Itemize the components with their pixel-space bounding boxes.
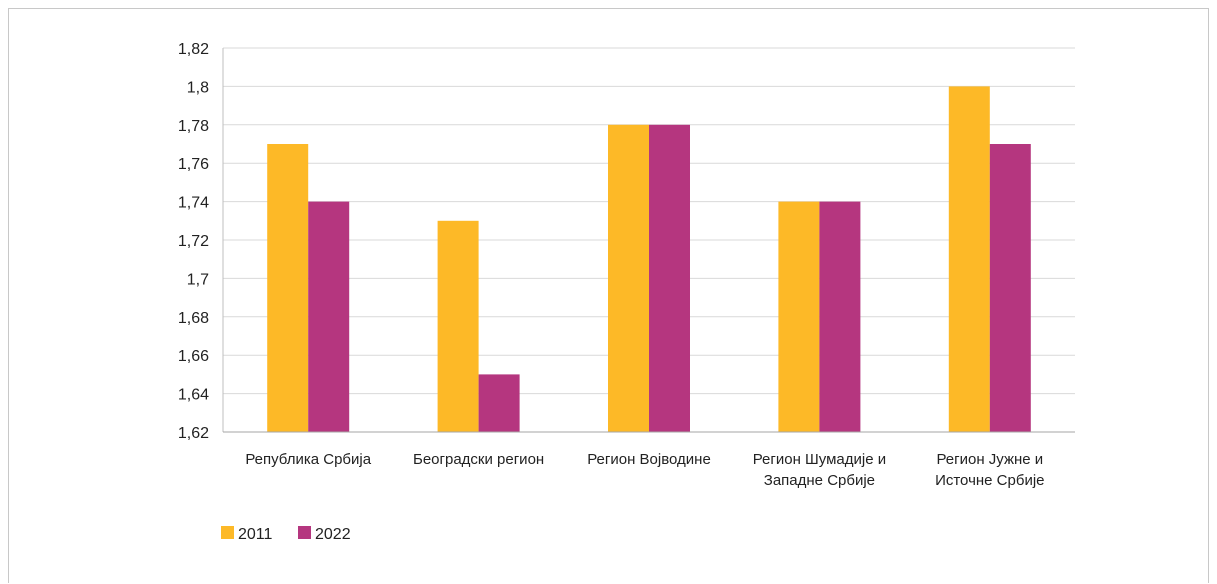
bar-2011-3 (608, 125, 649, 432)
x-category-label: Република Србија (245, 451, 371, 468)
bar-2022-1 (308, 202, 349, 432)
x-category-label: Београдски регион (413, 451, 544, 468)
bar-2022-4 (819, 202, 860, 432)
bar-2011-5 (949, 86, 990, 432)
y-tick-label: 1,62 (178, 425, 209, 442)
legend: 2011 2022 (221, 526, 351, 543)
bar-2011-4 (778, 202, 819, 432)
y-tick-label: 1,68 (178, 310, 209, 327)
bar-2022-5 (990, 144, 1031, 432)
bar-2022-2 (479, 374, 520, 432)
legend-swatch-2022 (298, 526, 311, 539)
y-tick-label: 1,64 (178, 387, 209, 404)
bars (267, 86, 1031, 432)
x-category-label: Регион Шумадије и (753, 451, 886, 468)
x-category-label: Регион Војводине (587, 451, 711, 468)
y-tick-label: 1,78 (178, 118, 209, 135)
x-category-label: Западне Србије (764, 472, 875, 489)
x-category-label: Регион Јужне и (936, 451, 1043, 468)
legend-label-2011: 2011 (238, 526, 273, 543)
y-tick-label: 1,72 (178, 233, 209, 250)
y-tick-label: 1,66 (178, 348, 209, 365)
y-tick-label: 1,82 (178, 41, 209, 58)
y-tick-label: 1,76 (178, 156, 209, 173)
x-category-label: Источне Србије (935, 472, 1044, 489)
bar-2011-1 (267, 144, 308, 432)
bar-2011-2 (438, 221, 479, 432)
x-axis-category-labels: Република Србија Београдски регион Регион … (245, 451, 1044, 489)
y-tick-label: 1,7 (187, 271, 209, 288)
y-tick-label: 1,74 (178, 195, 209, 212)
bar-2022-3 (649, 125, 690, 432)
chart-frame: 1,62 1,64 1,66 1,68 1,7 1,72 1,74 1,76 1,78 1,8 1,… (8, 8, 1209, 583)
legend-label-2022: 2022 (315, 526, 351, 543)
y-tick-label: 1,8 (187, 79, 209, 96)
y-axis-tick-labels: 1,62 1,64 1,66 1,68 1,7 1,72 1,74 1,76 1,78 1,8 1,… (178, 41, 209, 442)
bar-chart: 1,62 1,64 1,66 1,68 1,7 1,72 1,74 1,76 1,78 1,8 1,… (9, 9, 1210, 584)
legend-swatch-2011 (221, 526, 234, 539)
